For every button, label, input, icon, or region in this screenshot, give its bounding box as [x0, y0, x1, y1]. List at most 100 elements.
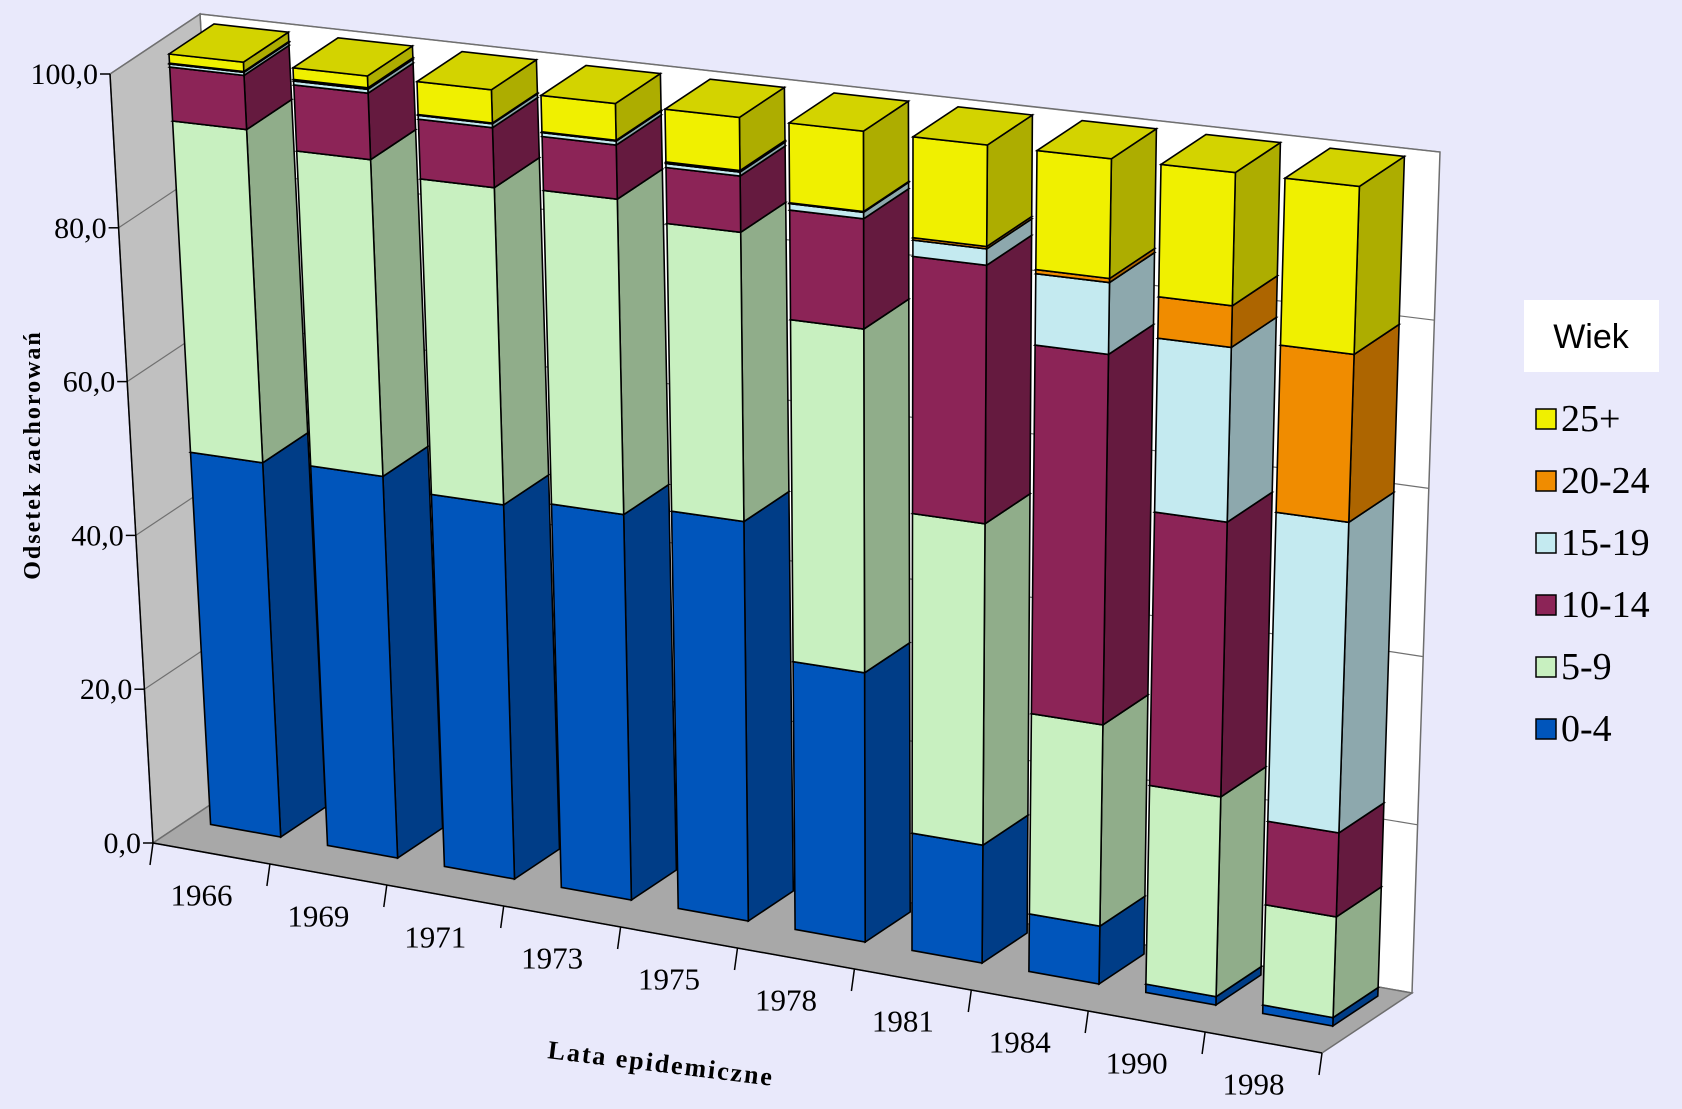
bar-segment-25+ [1034, 119, 1159, 281]
bar-top [1034, 119, 1159, 160]
bar-stack [909, 105, 1035, 965]
bar-front [788, 209, 865, 331]
legend-item: 0-4 [1535, 708, 1612, 750]
x-tick-label: 1973 [521, 941, 583, 976]
bar-front [292, 84, 372, 161]
bars [166, 23, 1407, 1028]
legend-label: 15-19 [1561, 522, 1650, 564]
bar-segment-25+ [786, 92, 911, 213]
legend-items: 25+ 20-24 15-19 10-14 5-9 0-4 [1535, 398, 1650, 750]
bar-front [1030, 344, 1110, 726]
bar-segment-25+ [290, 36, 415, 90]
bar-segment-25+ [1157, 133, 1283, 308]
bar-segment-10-14 [1030, 314, 1156, 727]
legend-item: 25+ [1535, 398, 1620, 440]
bar-side [1226, 315, 1278, 524]
y-tick-label: 80,0 [54, 212, 107, 245]
x-tick [1318, 1052, 1323, 1076]
bar-side [1353, 154, 1406, 356]
x-axis-title: Lata epidemiczne [546, 1035, 776, 1092]
bar-front [1148, 511, 1229, 798]
bar-segment-0-4 [669, 480, 795, 923]
bar-top [662, 78, 787, 119]
bar-segment-25+ [538, 64, 663, 142]
bar-segment-15-19 [1153, 307, 1279, 524]
bar-segment-5-9 [788, 288, 912, 675]
bar-front [1266, 511, 1350, 834]
x-tick-labels: 1966 1969 1971 1973 1975 1978 1981 1984 1990 1998 [170, 878, 1284, 1102]
axes [100, 73, 1323, 1076]
bar-front [550, 503, 633, 901]
bar-segment-0-4 [790, 630, 912, 944]
bar-side [616, 167, 670, 517]
legend-title: Wiek [1553, 318, 1630, 356]
x-tick [967, 989, 973, 1013]
bar-segment-5-9 [664, 192, 790, 524]
x-tick-label: 1971 [404, 920, 466, 955]
bar-stack [1143, 133, 1283, 1007]
y-axis-title: Odsetek zachorowań [20, 330, 46, 580]
bar-front [1145, 784, 1222, 998]
bar-front [670, 510, 750, 922]
bar-side [984, 233, 1033, 526]
bar-stack [662, 78, 795, 923]
legend: Wiek 25+ 20-24 15-19 10-14 5-9 0-4 [1524, 300, 1659, 750]
bar-front [665, 166, 742, 234]
bar-top [414, 50, 539, 91]
x-tick-label: 1981 [872, 1004, 934, 1039]
bar-front [541, 135, 619, 201]
y-tick-label: 0,0 [104, 827, 142, 860]
x-tick [499, 905, 505, 929]
x-tick [1084, 1010, 1089, 1034]
bar-front [419, 177, 505, 506]
bar-top [290, 36, 415, 77]
legend-title-box [1524, 300, 1659, 372]
bar-side [982, 492, 1031, 847]
bar-front [664, 108, 741, 172]
legend-swatch [1535, 656, 1557, 678]
bar-segment-10-14 [1148, 481, 1275, 799]
x-tick [1201, 1031, 1206, 1055]
y-tick-labels: 0,0 20,0 40,0 60,0 80,0 100,0 [31, 58, 142, 860]
legend-label: 10-14 [1561, 584, 1650, 626]
bar-side [743, 490, 795, 923]
bar-front [1153, 337, 1233, 524]
grid-line [199, 13, 1441, 153]
bar-stack [290, 36, 444, 860]
x-tick [149, 842, 154, 866]
legend-item: 20-24 [1535, 460, 1650, 502]
bar-side [863, 641, 912, 944]
y-tick-label: 20,0 [80, 673, 133, 706]
bar-top [786, 92, 911, 133]
bar-segment-15-19 [1266, 481, 1396, 835]
bar-side [1102, 322, 1155, 727]
bar-top [1158, 133, 1283, 174]
x-tick [616, 926, 622, 950]
x-tick-label: 1975 [638, 962, 700, 997]
bar-top [538, 64, 663, 105]
x-tick [266, 863, 271, 887]
x-tick-label: 1966 [170, 878, 232, 913]
legend-item: 5-9 [1535, 646, 1612, 688]
bar-segment-0-4 [549, 473, 678, 902]
bar-top [1282, 147, 1407, 188]
bar-front [1275, 344, 1355, 524]
bar-front [295, 150, 384, 478]
legend-swatch [1535, 594, 1557, 616]
x-tick-label: 1978 [755, 983, 817, 1018]
bar-segment-0-4 [429, 463, 561, 881]
legend-swatch [1535, 408, 1557, 430]
bar-front [788, 122, 865, 213]
legend-label: 5-9 [1561, 646, 1612, 688]
bar-top [166, 23, 291, 64]
bar-side [1215, 765, 1267, 999]
legend-item: 15-19 [1535, 522, 1650, 564]
bar-front [542, 189, 625, 516]
bar-segment-5-9 [541, 159, 670, 517]
bar-stack [414, 50, 561, 881]
bar-front [168, 66, 248, 131]
bar-stack [786, 92, 912, 944]
bar-stack [166, 23, 327, 839]
x-tick-label: 1969 [287, 899, 349, 934]
